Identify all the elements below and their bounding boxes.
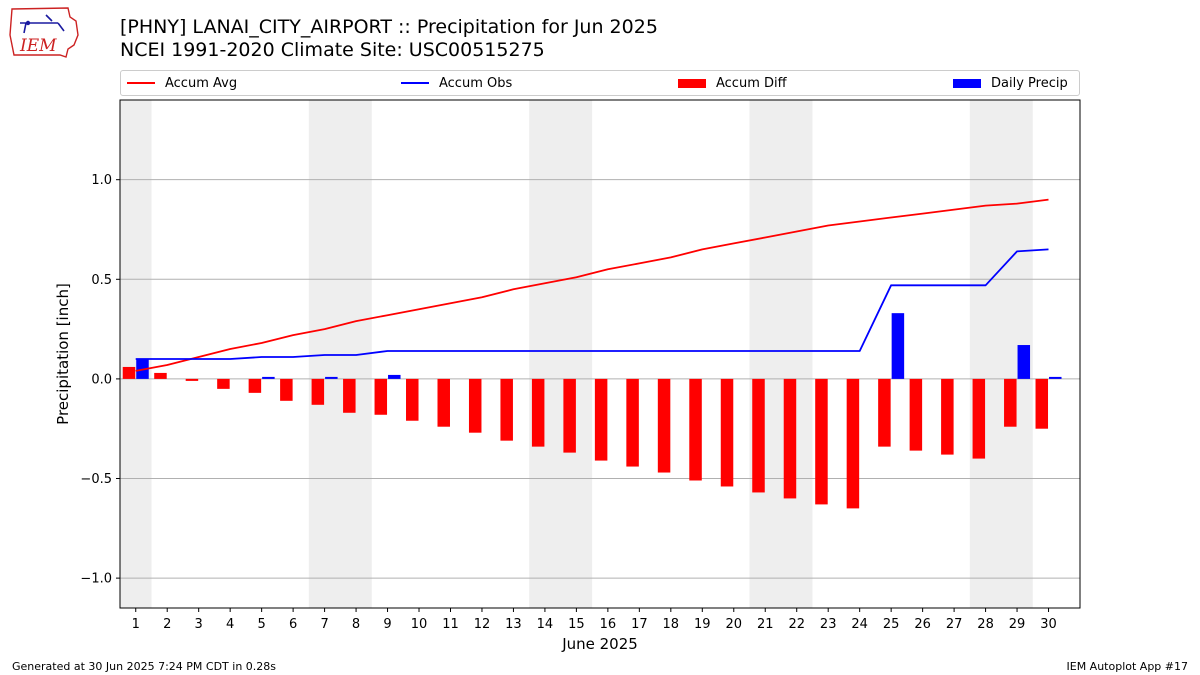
legend-item-daily-precip: Daily Precip xyxy=(953,71,1068,95)
x-tick-label-8: 8 xyxy=(352,617,360,632)
weekend-band-3 xyxy=(749,100,813,608)
legend-item-accum-obs: Accum Obs xyxy=(401,71,512,95)
legend-label-daily-precip: Daily Precip xyxy=(991,75,1068,91)
x-tick-label-21: 21 xyxy=(757,617,774,632)
bar-accum-diff-day-23 xyxy=(815,378,828,505)
x-tick-label-6: 6 xyxy=(289,617,297,632)
x-tick-label-17: 17 xyxy=(631,617,648,632)
weekend-band-2 xyxy=(529,100,593,608)
legend-label-accum-diff: Accum Diff xyxy=(716,75,787,91)
plot-frame xyxy=(119,99,1081,609)
x-tick-label-2: 2 xyxy=(163,617,171,632)
bar-accum-diff-day-16 xyxy=(594,378,608,461)
bar-accum-diff-day-24 xyxy=(846,378,860,509)
x-tick-label-11: 11 xyxy=(442,617,459,632)
legend-label-accum-obs: Accum Obs xyxy=(439,75,513,91)
bar-accum-diff-day-8 xyxy=(343,378,356,413)
bar-accum-diff-day-11 xyxy=(437,378,450,427)
x-tick-label-7: 7 xyxy=(320,617,328,632)
y-tick-label-4: −1.0 xyxy=(80,572,112,587)
bar-accum-diff-day-25 xyxy=(878,378,891,447)
bar-accum-diff-day-21 xyxy=(752,378,765,493)
y-tick-label-2: 0.0 xyxy=(91,372,112,387)
chart-title: [PHNY] LANAI_CITY_AIRPORT :: Precipitati… xyxy=(120,16,658,38)
logo-text: IEM xyxy=(19,36,57,56)
x-tick-label-30: 30 xyxy=(1040,617,1057,632)
x-tick-label-18: 18 xyxy=(663,617,680,632)
bar-accum-diff-day-1 xyxy=(122,366,136,379)
legend-swatch-accum-obs xyxy=(401,82,429,84)
legend-swatch-accum-diff xyxy=(678,78,706,88)
bar-daily-precip-day-5 xyxy=(262,376,275,379)
legend-swatch-daily-precip xyxy=(953,78,981,88)
line-accum-obs xyxy=(135,248,1049,360)
x-tick-label-5: 5 xyxy=(257,617,265,632)
iem-logo: IEM xyxy=(9,7,79,58)
x-tick-label-1: 1 xyxy=(132,617,140,632)
bar-accum-diff-day-12 xyxy=(468,378,482,433)
x-tick-label-27: 27 xyxy=(946,617,963,632)
bar-daily-precip-day-7 xyxy=(325,376,338,379)
bar-daily-precip-day-25 xyxy=(891,313,905,379)
bar-accum-diff-day-27 xyxy=(941,378,954,455)
bar-accum-diff-day-4 xyxy=(217,378,230,389)
bar-accum-diff-day-9 xyxy=(374,378,388,415)
x-tick-label-9: 9 xyxy=(383,617,391,632)
bar-accum-diff-day-20 xyxy=(720,378,734,487)
chart-subtitle: NCEI 1991-2020 Climate Site: USC00515275 xyxy=(120,39,545,61)
bar-daily-precip-day-30 xyxy=(1049,376,1062,379)
y-tick-label-1: 0.5 xyxy=(91,273,112,288)
x-tick-label-29: 29 xyxy=(1009,617,1026,632)
bar-accum-diff-day-10 xyxy=(406,378,419,421)
bar-accum-diff-day-6 xyxy=(280,378,293,401)
x-tick-label-25: 25 xyxy=(883,617,900,632)
bar-accum-diff-day-7 xyxy=(311,378,325,405)
bar-accum-diff-day-18 xyxy=(657,378,671,473)
x-tick-label-14: 14 xyxy=(537,617,554,632)
footer-app: IEM Autoplot App #17 xyxy=(1066,660,1189,673)
y-tick-label-3: −0.5 xyxy=(80,472,112,487)
bar-accum-diff-day-2 xyxy=(154,372,167,379)
line-accum-avg xyxy=(135,198,1049,372)
x-tick-label-10: 10 xyxy=(411,617,428,632)
legend-swatch-accum-avg xyxy=(127,82,155,84)
x-tick-label-16: 16 xyxy=(600,617,617,632)
bar-accum-diff-day-30 xyxy=(1035,378,1049,429)
x-tick-label-15: 15 xyxy=(568,617,585,632)
bar-accum-diff-day-3 xyxy=(185,378,199,381)
legend: Accum Avg Accum Obs Accum Diff Daily Pre… xyxy=(120,70,1080,96)
bar-accum-diff-day-5 xyxy=(248,378,262,393)
bar-accum-diff-day-28 xyxy=(972,378,986,459)
x-tick-label-3: 3 xyxy=(195,617,203,632)
bar-accum-diff-day-15 xyxy=(563,378,576,453)
x-axis-label: June 2025 xyxy=(561,635,638,653)
bar-daily-precip-day-9 xyxy=(388,374,401,379)
bar-accum-diff-day-13 xyxy=(500,378,513,441)
legend-item-accum-diff: Accum Diff xyxy=(678,71,787,95)
bar-accum-diff-day-22 xyxy=(783,378,797,499)
legend-label-accum-avg: Accum Avg xyxy=(165,75,238,91)
weekend-band-0 xyxy=(120,100,152,608)
bar-accum-diff-day-17 xyxy=(626,378,639,467)
bar-accum-diff-day-26 xyxy=(909,378,923,451)
x-tick-label-4: 4 xyxy=(226,617,234,632)
bar-accum-diff-day-19 xyxy=(689,378,702,481)
bar-accum-diff-day-14 xyxy=(531,378,545,447)
x-tick-label-23: 23 xyxy=(820,617,837,632)
x-tick-label-28: 28 xyxy=(977,617,994,632)
footer-generated: Generated at 30 Jun 2025 7:24 PM CDT in … xyxy=(12,660,277,673)
bar-accum-diff-day-29 xyxy=(1004,378,1017,427)
x-tick-label-12: 12 xyxy=(474,617,491,632)
y-axis-label: Precipitation [inch] xyxy=(54,283,72,425)
x-tick-label-26: 26 xyxy=(914,617,931,632)
x-tick-label-20: 20 xyxy=(725,617,742,632)
x-tick-label-22: 22 xyxy=(788,617,805,632)
y-tick-label-0: 1.0 xyxy=(91,173,112,188)
x-tick-label-19: 19 xyxy=(694,617,711,632)
x-tick-label-24: 24 xyxy=(851,617,868,632)
legend-item-accum-avg: Accum Avg xyxy=(127,71,237,95)
bar-daily-precip-day-29 xyxy=(1017,345,1031,379)
x-tick-label-13: 13 xyxy=(505,617,522,632)
